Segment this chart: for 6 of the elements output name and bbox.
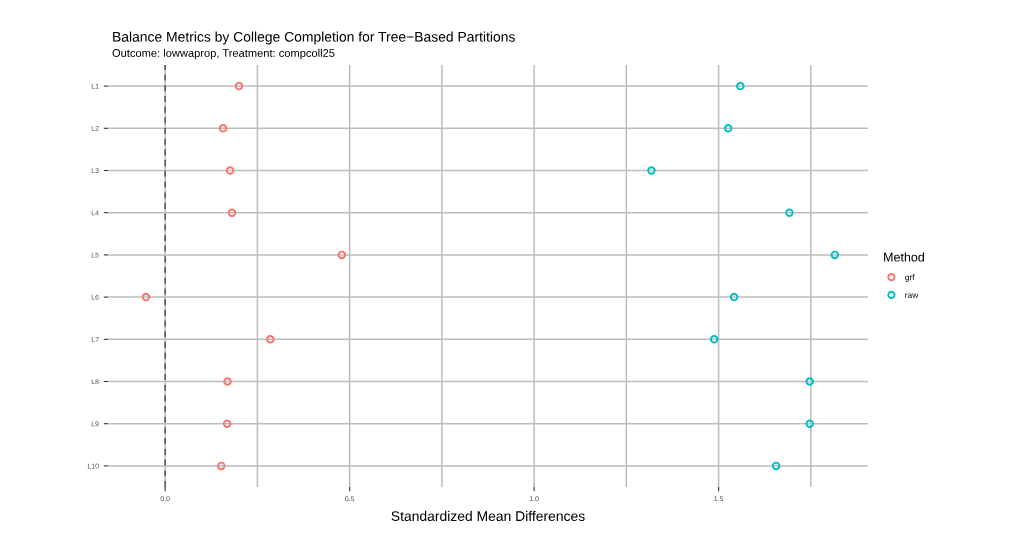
legend-label: grf bbox=[905, 274, 915, 282]
legend-label: raw bbox=[905, 293, 919, 298]
chart-subtitle: Outcome: lowwaprop, Treatment: compcoll25 bbox=[112, 48, 335, 60]
legend-title: Method bbox=[884, 252, 924, 262]
x-axis-title: Standardized Mean Differences bbox=[391, 510, 585, 522]
chart-title: Balance Metrics by College Completion for Tree−Based Partitions bbox=[113, 31, 515, 45]
